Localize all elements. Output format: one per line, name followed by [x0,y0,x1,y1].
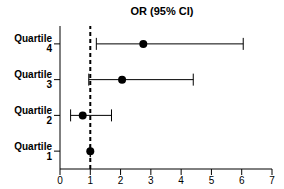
svg-text:6: 6 [239,175,245,186]
svg-text:1: 1 [88,175,94,186]
svg-text:Quartile4: Quartile4 [14,33,52,54]
svg-text:3: 3 [148,175,154,186]
svg-text:4: 4 [178,175,184,186]
svg-text:7: 7 [269,175,275,186]
svg-text:5: 5 [209,175,215,186]
svg-text:Quartile3: Quartile3 [14,69,52,90]
svg-text:2: 2 [118,175,124,186]
html-text:OR (95% CI): OR (95% CI) [130,5,194,17]
svg-text:0: 0 [57,175,63,186]
svg-text:Quartile2: Quartile2 [14,105,52,126]
svg-text:Quartile1: Quartile1 [14,141,52,162]
